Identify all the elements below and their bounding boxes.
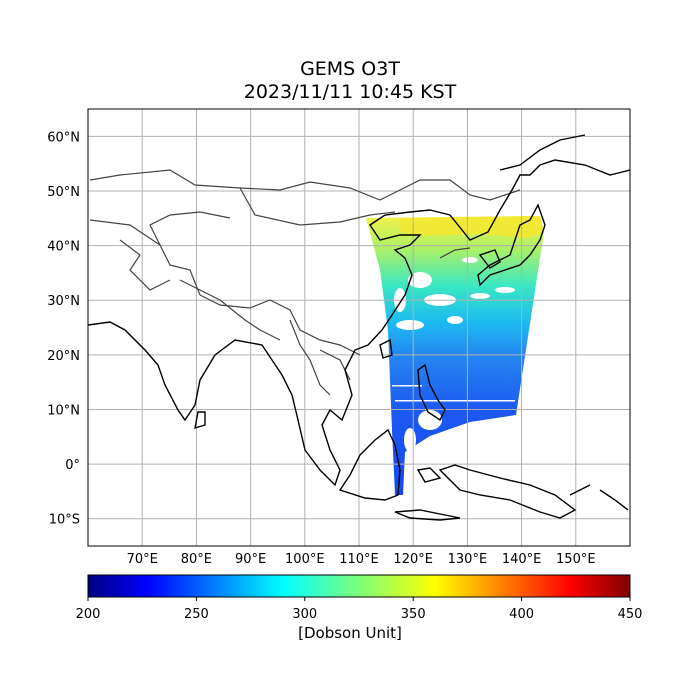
longitude-tick-label: 120°E <box>393 552 433 567</box>
colorbar-tick-label: 300 <box>292 607 317 622</box>
longitude-tick-label: 70°E <box>127 552 158 567</box>
colorbar <box>87 574 631 598</box>
map-frame <box>87 108 631 547</box>
latitude-tick-label: 60°N <box>47 130 80 145</box>
cloud-gaps <box>392 257 515 452</box>
colorbar-ticks: 200 250 300 350 400 450 <box>76 597 643 622</box>
latitude-tick-label: 10°S <box>49 513 80 528</box>
colorbar-tick-label: 450 <box>618 607 643 622</box>
colorbar-tick-label: 350 <box>401 607 426 622</box>
longitude-tick-label: 150°E <box>556 552 596 567</box>
latitude-tick-label: 30°N <box>47 294 80 309</box>
longitude-tick-label: 80°E <box>181 552 212 567</box>
colorbar-tick-label: 400 <box>509 607 534 622</box>
ozone-high-band <box>400 216 544 238</box>
coastlines <box>88 134 630 521</box>
latitude-tick-label: 0° <box>65 458 80 473</box>
latitude-tick-label: 50°N <box>47 185 80 200</box>
colorbar-tick-label: 250 <box>184 607 209 622</box>
colorbar-tick-label: 200 <box>76 607 101 622</box>
longitude-tick-label: 110°E <box>339 552 379 567</box>
latitude-tick-label: 20°N <box>47 349 80 364</box>
map-title: GEMS O3T <box>300 58 400 80</box>
longitude-tick-label: 130°E <box>448 552 488 567</box>
latitude-tick-label: 40°N <box>47 240 80 255</box>
longitude-tick-label: 90°E <box>235 552 266 567</box>
latitude-labels: 60°N 50°N 40°N 30°N 20°N 10°N 0° 10°S <box>47 130 80 527</box>
country-borders <box>89 169 521 396</box>
ozone-swath <box>366 216 544 495</box>
longitude-tick-label: 100°E <box>285 552 325 567</box>
map-subtitle: 2023/11/11 10:45 KST <box>243 81 457 103</box>
map-gridlines <box>88 109 630 546</box>
longitude-tick-label: 140°E <box>502 552 542 567</box>
latitude-tick-label: 10°N <box>47 403 80 418</box>
longitude-labels: 70°E 80°E 90°E 100°E 110°E 120°E 130°E 140°E 150… <box>127 552 596 567</box>
colorbar-label: [Dobson Unit] <box>298 624 402 642</box>
